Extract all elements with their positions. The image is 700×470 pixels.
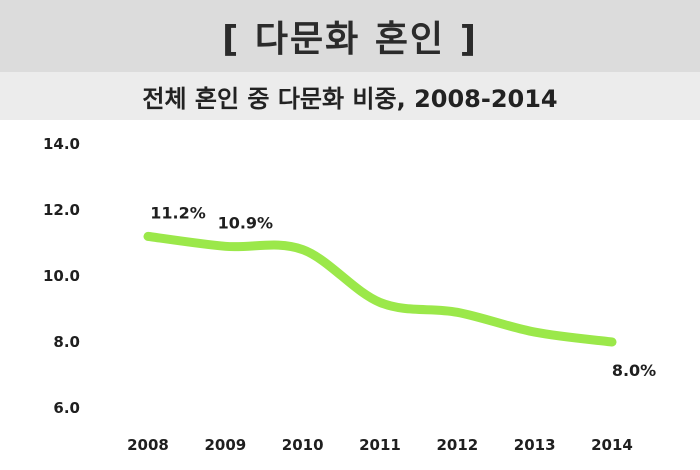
x-axis: 2008 2009 2010 2011 2012 2013 2014 (127, 436, 633, 454)
x-tick-label: 2013 (514, 436, 556, 454)
y-tick-label: 10.0 (43, 267, 80, 285)
y-axis: 14.0 12.0 10.0 8.0 6.0 (43, 135, 80, 417)
plot-area (0, 120, 700, 470)
y-tick-label: 6.0 (53, 399, 80, 417)
y-tick-label: 8.0 (53, 333, 80, 351)
data-label-2014: 8.0% (612, 361, 656, 380)
page-title: [ 다문화 혼인 ] (221, 19, 479, 60)
data-label-2009: 10.9% (218, 213, 274, 232)
data-labels: 11.2% 10.9% 8.0% (150, 203, 656, 380)
x-tick-label: 2011 (359, 436, 401, 454)
data-label-2008: 11.2% (150, 203, 206, 222)
series-line (143, 231, 617, 347)
y-tick-label: 12.0 (43, 201, 80, 219)
x-tick-label: 2010 (282, 436, 324, 454)
x-tick-label: 2009 (204, 436, 246, 454)
x-tick-label: 2012 (436, 436, 478, 454)
header-band (0, 0, 700, 72)
x-tick-label: 2008 (127, 436, 169, 454)
series-layer (143, 231, 617, 347)
chart-title: 전체 혼인 중 다문화 비중, 2008-2014 (142, 84, 558, 113)
y-tick-label: 14.0 (43, 135, 80, 153)
chart-title-band (0, 72, 700, 120)
x-tick-label: 2014 (591, 436, 633, 454)
